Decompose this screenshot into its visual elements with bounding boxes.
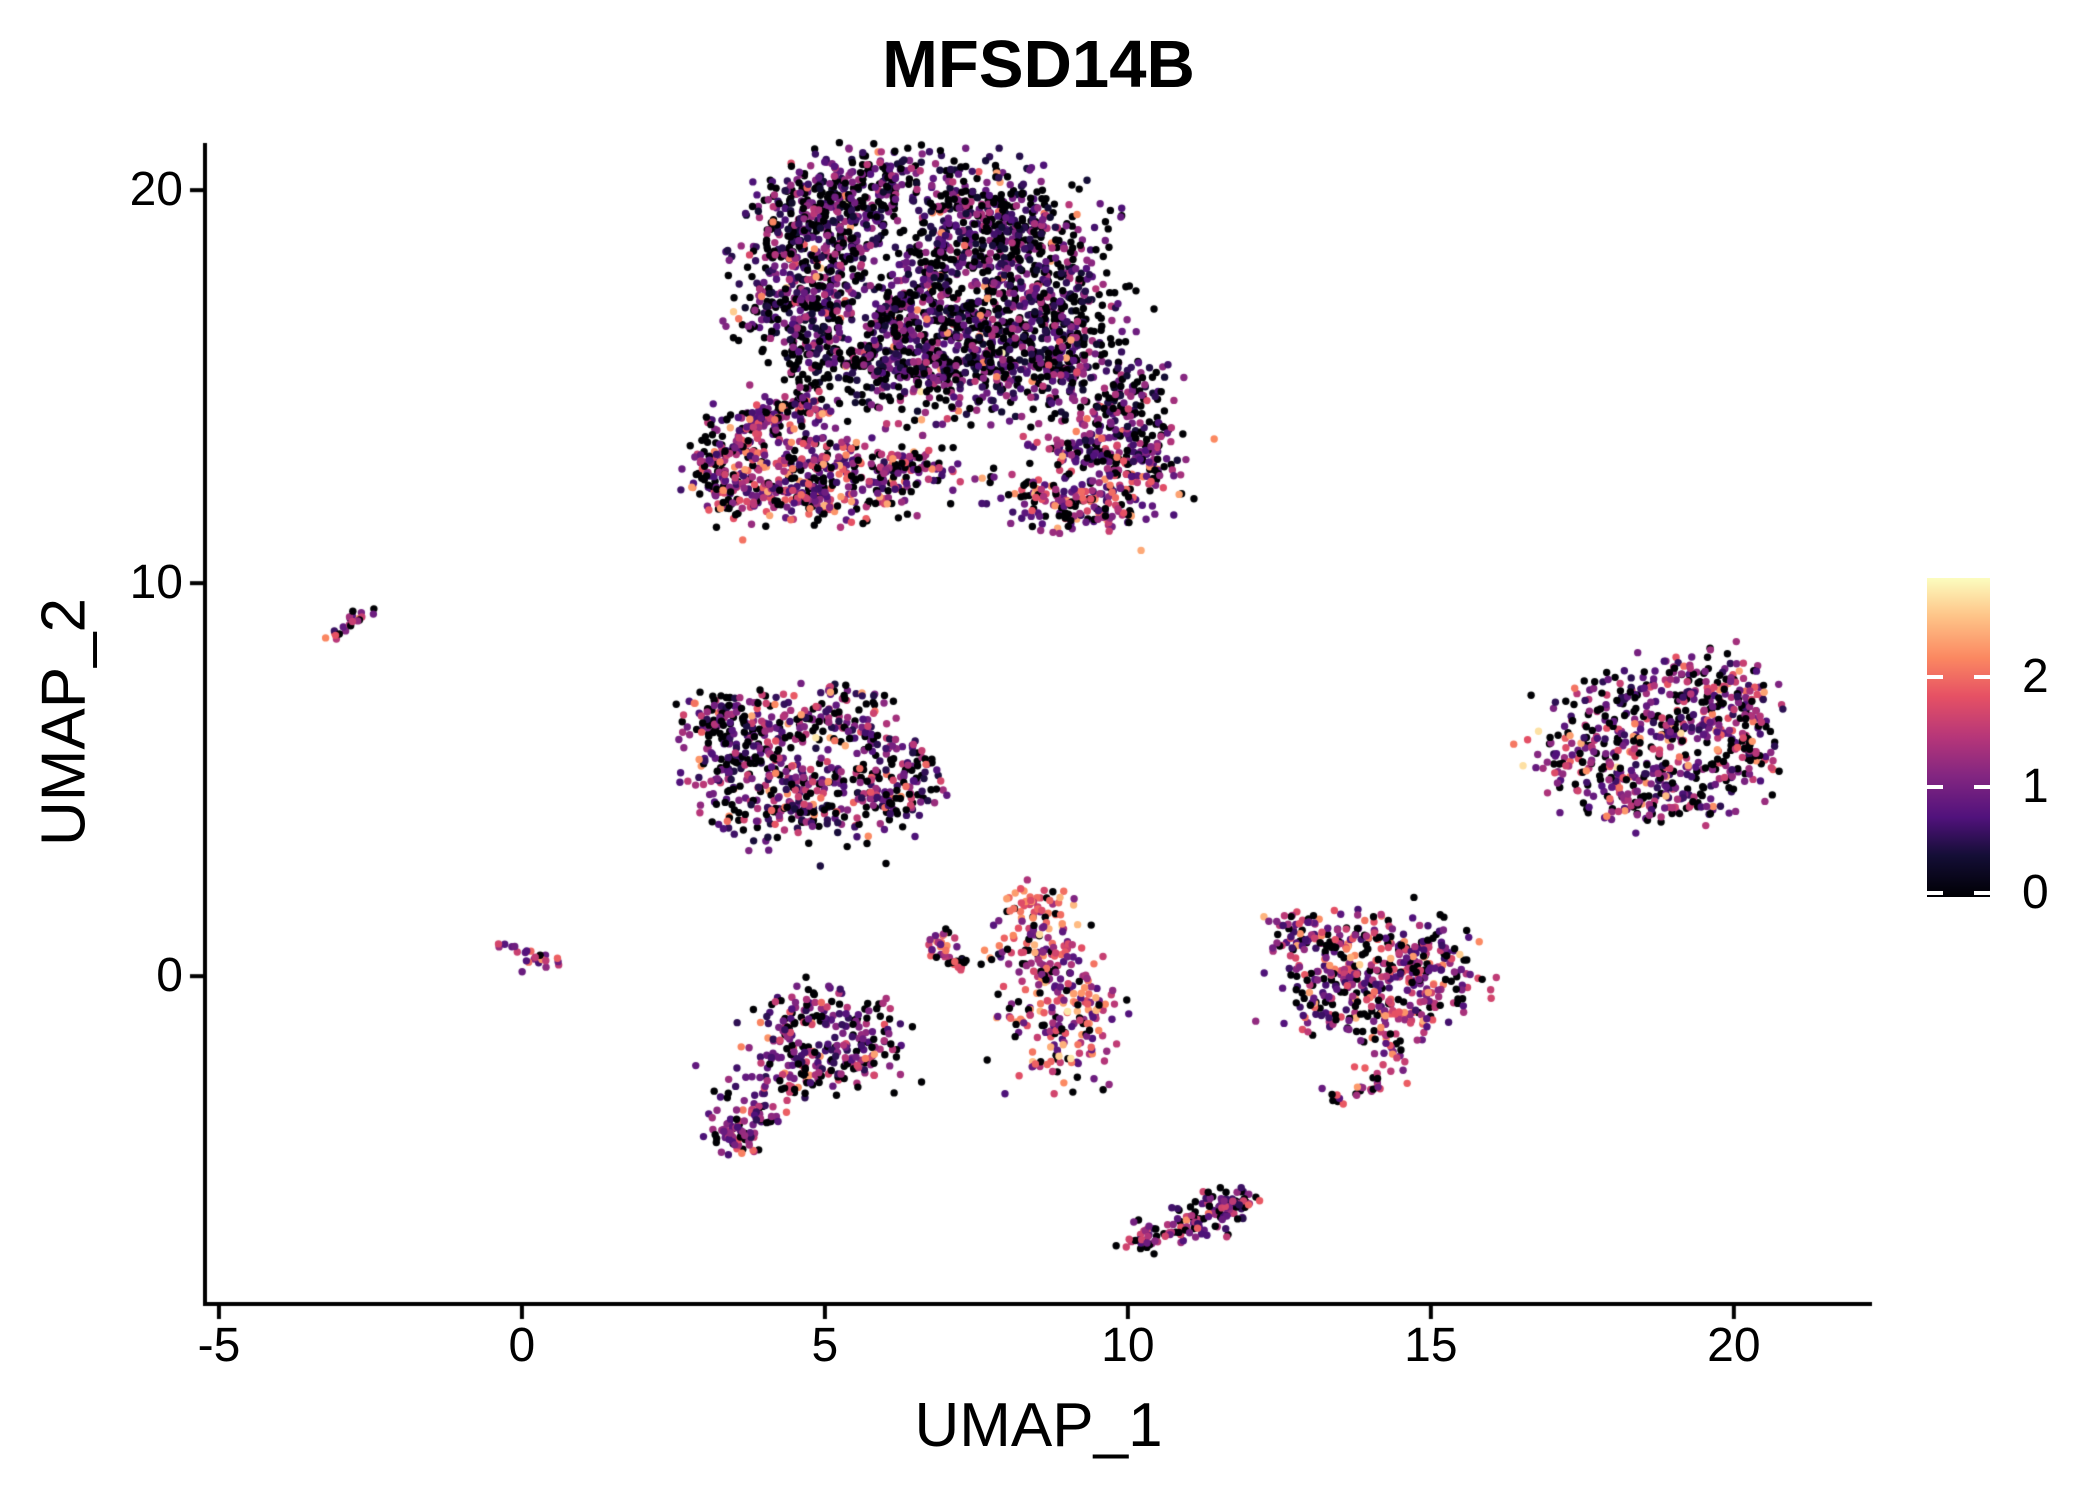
y-tick-label: 20: [129, 163, 183, 217]
x-tick-label: 20: [1707, 1319, 1761, 1372]
colorbar-tick-mark: [1927, 891, 1943, 895]
colorbar-tick-label: 1: [2022, 760, 2049, 813]
colorbar-tick-label: 2: [2022, 650, 2049, 703]
y-tick-label: 10: [129, 556, 183, 610]
y-tick-label: 0: [156, 949, 183, 1003]
plot-title: MFSD14B: [882, 27, 1195, 102]
x-tick-label: -5: [197, 1319, 241, 1372]
x-tick-label: 10: [1101, 1319, 1155, 1372]
colorbar-tick-mark: [1974, 891, 1990, 895]
y-axis-title: UMAP_2: [29, 597, 99, 847]
colorbar-tick-mark: [1927, 675, 1943, 679]
colorbar-tick-mark: [1974, 785, 1990, 789]
colorbar-gradient: [1927, 578, 1990, 897]
x-tick-label: 5: [811, 1319, 839, 1372]
x-axis-title: UMAP_1: [914, 1391, 1163, 1460]
x-tick-label: 0: [508, 1319, 536, 1372]
x-tick-label: 15: [1404, 1319, 1458, 1372]
colorbar-tick-label: 0: [2022, 866, 2049, 919]
colorbar-tick-mark: [1974, 675, 1990, 679]
colorbar-tick-mark: [1927, 785, 1943, 789]
